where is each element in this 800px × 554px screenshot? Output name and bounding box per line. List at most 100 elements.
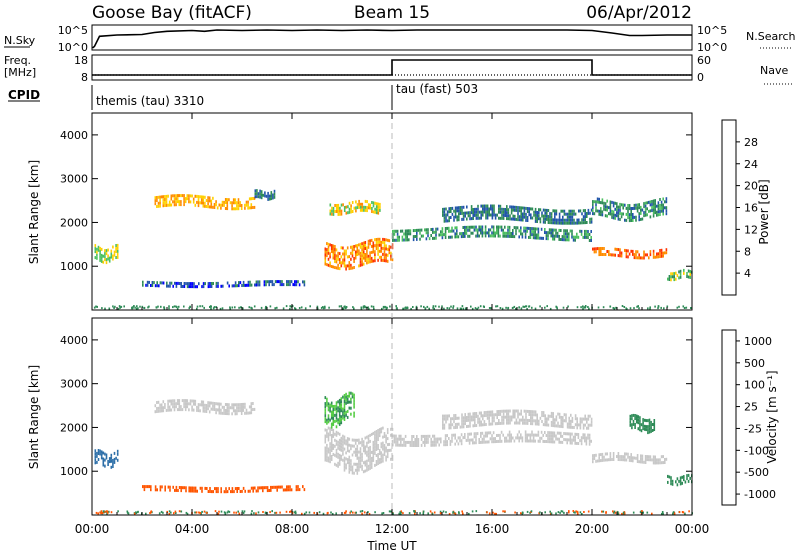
echo-cell bbox=[362, 440, 365, 444]
echo-cell bbox=[199, 403, 201, 407]
echo-cell bbox=[577, 512, 579, 515]
echo-cell bbox=[443, 219, 446, 223]
echo-cell bbox=[451, 423, 454, 427]
echo-cell bbox=[382, 246, 384, 250]
echo-cell bbox=[533, 210, 535, 214]
echo-cell bbox=[482, 414, 484, 418]
echo-cell bbox=[568, 432, 570, 436]
echo-cell bbox=[324, 250, 327, 254]
echo-cell bbox=[462, 425, 465, 429]
echo-cell bbox=[523, 206, 526, 210]
echo-cell bbox=[270, 488, 272, 492]
echo-cell bbox=[451, 235, 453, 239]
echo-cell bbox=[544, 431, 546, 434]
echo-cell bbox=[501, 207, 503, 211]
echo-cell bbox=[374, 210, 376, 214]
echo-cell bbox=[214, 510, 217, 513]
echo-cell bbox=[534, 439, 536, 443]
echo-cell bbox=[427, 434, 429, 438]
colorbar-tick-label: 20 bbox=[744, 180, 758, 193]
echo-cell bbox=[449, 439, 452, 443]
echo-cell bbox=[612, 458, 615, 461]
echo-cell bbox=[563, 511, 565, 514]
echo-cell bbox=[342, 416, 344, 420]
echo-cell bbox=[518, 206, 521, 210]
echo-cell bbox=[443, 443, 445, 447]
echo-cell bbox=[370, 259, 373, 263]
echo-cell bbox=[604, 253, 607, 256]
echo-cell bbox=[612, 210, 615, 214]
echo-cell bbox=[186, 405, 189, 409]
echo-cell bbox=[326, 431, 328, 435]
echo-cell bbox=[547, 417, 550, 421]
echo-cell bbox=[632, 252, 634, 256]
echo-cell bbox=[331, 209, 333, 213]
echo-cell bbox=[563, 232, 565, 236]
echo-cell bbox=[364, 253, 367, 256]
echo-cell bbox=[164, 201, 166, 204]
echo-cell bbox=[272, 196, 274, 200]
echo-cell bbox=[665, 206, 668, 210]
echo-cell bbox=[372, 204, 375, 208]
echo-cell bbox=[529, 433, 532, 437]
echo-cell bbox=[509, 415, 511, 419]
echo-cell bbox=[237, 409, 240, 413]
echo-cell bbox=[351, 468, 354, 472]
echo-cell bbox=[643, 214, 645, 218]
echo-cell bbox=[389, 510, 392, 513]
echo-cell bbox=[638, 253, 640, 257]
echo-cell bbox=[342, 203, 344, 207]
echo-cell bbox=[183, 203, 185, 207]
echo-cell bbox=[571, 212, 574, 216]
noise-right-label: N.Search bbox=[746, 30, 796, 43]
echo-cell bbox=[201, 486, 203, 490]
echo-cell bbox=[228, 403, 230, 407]
echo-cell bbox=[443, 213, 446, 217]
echo-cell bbox=[178, 405, 181, 409]
echo-cell bbox=[198, 511, 200, 514]
echo-cell bbox=[345, 211, 348, 215]
echo-cell bbox=[366, 441, 368, 445]
echo-cell bbox=[96, 454, 98, 458]
echo-cell bbox=[208, 404, 211, 408]
echo-cell bbox=[654, 202, 656, 206]
echo-cell bbox=[686, 477, 688, 481]
echo-cell bbox=[502, 234, 504, 238]
echo-cell bbox=[529, 436, 532, 440]
echo-cell bbox=[377, 258, 379, 262]
echo-cell bbox=[590, 420, 593, 424]
echo-cell bbox=[643, 250, 645, 254]
echo-cell bbox=[576, 423, 578, 427]
colorbar-tick-label: 100 bbox=[744, 379, 765, 392]
echo-cell bbox=[462, 416, 465, 420]
echo-cell bbox=[488, 213, 490, 217]
echo-cell bbox=[246, 283, 248, 287]
echo-cell bbox=[530, 410, 532, 414]
echo-cell bbox=[548, 434, 551, 438]
echo-cell bbox=[475, 213, 478, 217]
echo-cell bbox=[456, 209, 458, 213]
echo-cell bbox=[302, 280, 304, 284]
echo-cell bbox=[433, 236, 436, 240]
echo-cell bbox=[154, 404, 157, 408]
echo-cell bbox=[345, 457, 347, 461]
echo-cell bbox=[248, 411, 251, 415]
echo-cell bbox=[504, 214, 506, 217]
echo-cell bbox=[362, 250, 365, 254]
echo-cell bbox=[332, 405, 335, 408]
echo-cell bbox=[622, 511, 625, 514]
echo-cell bbox=[239, 406, 241, 410]
echo-cell bbox=[590, 220, 593, 224]
echo-cell bbox=[334, 266, 336, 269]
echo-cell bbox=[656, 204, 658, 208]
echo-cell bbox=[335, 430, 338, 434]
echo-cell bbox=[652, 205, 655, 209]
echo-cell bbox=[202, 204, 205, 208]
echo-cell bbox=[108, 256, 111, 260]
echo-cell bbox=[518, 229, 520, 233]
echo-cell bbox=[550, 212, 553, 216]
echo-cell bbox=[234, 487, 237, 491]
echo-cell bbox=[616, 455, 618, 458]
echo-cell bbox=[486, 213, 489, 217]
